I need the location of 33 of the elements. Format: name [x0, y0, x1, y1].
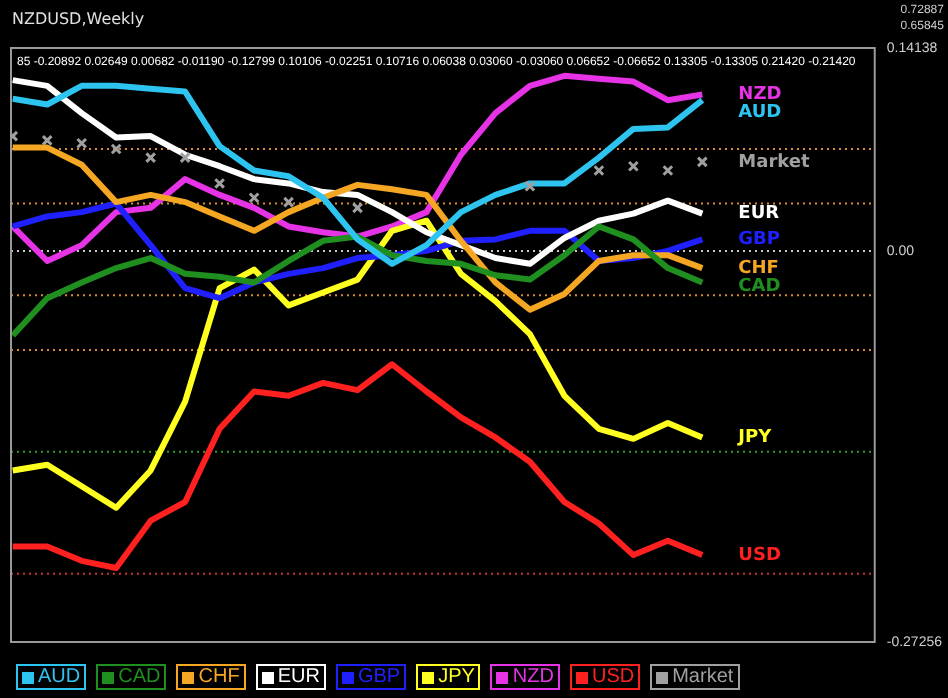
point [662, 164, 674, 177]
text: Market [738, 152, 810, 173]
point [144, 151, 157, 164]
legend-label: GBP [357, 666, 401, 688]
point [248, 192, 260, 204]
legend-label: NZD [512, 666, 554, 688]
text: USD [738, 545, 781, 566]
point [213, 177, 226, 190]
point [110, 143, 122, 155]
point [351, 202, 364, 214]
legend-label: CHF [198, 666, 240, 688]
text: JPY [738, 428, 772, 449]
legend-label: CAD [118, 666, 161, 688]
text: CHF [738, 258, 779, 279]
point [75, 137, 88, 149]
text: NZD [738, 85, 782, 106]
point [627, 160, 640, 172]
point [179, 151, 191, 164]
legend-label: USD [591, 666, 635, 688]
text: EUR [738, 204, 780, 225]
legend-label: AUD [38, 666, 81, 688]
point [524, 180, 536, 193]
text: GBP [738, 230, 781, 251]
point [593, 164, 605, 177]
text: CAD [738, 276, 781, 297]
legend-label: JPY [438, 666, 475, 688]
legend-label: Market [672, 666, 734, 688]
point [41, 134, 53, 147]
chart-title: NZDUSD,Weekly [12, 10, 145, 29]
point [696, 156, 709, 168]
legend-label: EUR [277, 666, 320, 688]
point [282, 196, 295, 208]
text: AUD [738, 103, 782, 124]
